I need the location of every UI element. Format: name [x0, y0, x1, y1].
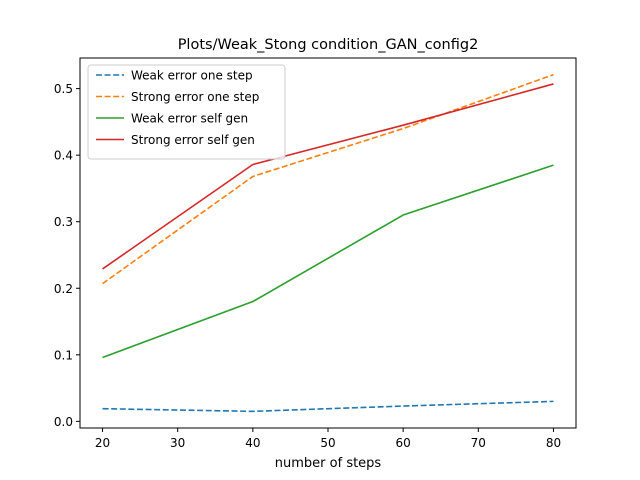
x-tick-label: 30: [170, 436, 185, 450]
series-line-2: [102, 73, 554, 285]
x-tick-label: 20: [95, 436, 110, 450]
series-line-1: [102, 400, 554, 413]
series-line-4: [102, 83, 554, 270]
x-axis-label: number of steps: [275, 456, 382, 471]
legend-label: Weak error self gen: [131, 112, 248, 126]
y-tick-label: 0.5: [54, 82, 73, 96]
y-tick-label: 0.2: [54, 282, 73, 296]
chart-title: Plots/Weak_Stong condition_GAN_config2: [178, 37, 479, 53]
x-tick-label: 40: [245, 436, 260, 450]
legend-label: Weak error one step: [131, 69, 253, 83]
x-tick-label: 70: [471, 436, 486, 450]
legend-box: [87, 64, 286, 160]
y-tick-label: 0.3: [54, 215, 73, 229]
legend-label: Strong error self gen: [131, 133, 255, 147]
y-tick-label: 0.1: [54, 348, 73, 362]
x-axis: 20 30 40 50 60 70 80: [95, 428, 561, 450]
legend: Weak error one step Strong error one step…: [87, 64, 286, 160]
y-axis: 0.0 0.1 0.2 0.3 0.4 0.5: [54, 82, 80, 429]
y-tick-label: 0.0: [54, 415, 73, 429]
y-tick-label: 0.4: [54, 149, 73, 163]
x-tick-label: 60: [396, 436, 411, 450]
series-layer: [102, 73, 554, 413]
series-line-3: [102, 164, 554, 359]
legend-label: Strong error one step: [131, 90, 259, 104]
x-tick-label: 50: [320, 436, 335, 450]
x-tick-label: 80: [546, 436, 561, 450]
